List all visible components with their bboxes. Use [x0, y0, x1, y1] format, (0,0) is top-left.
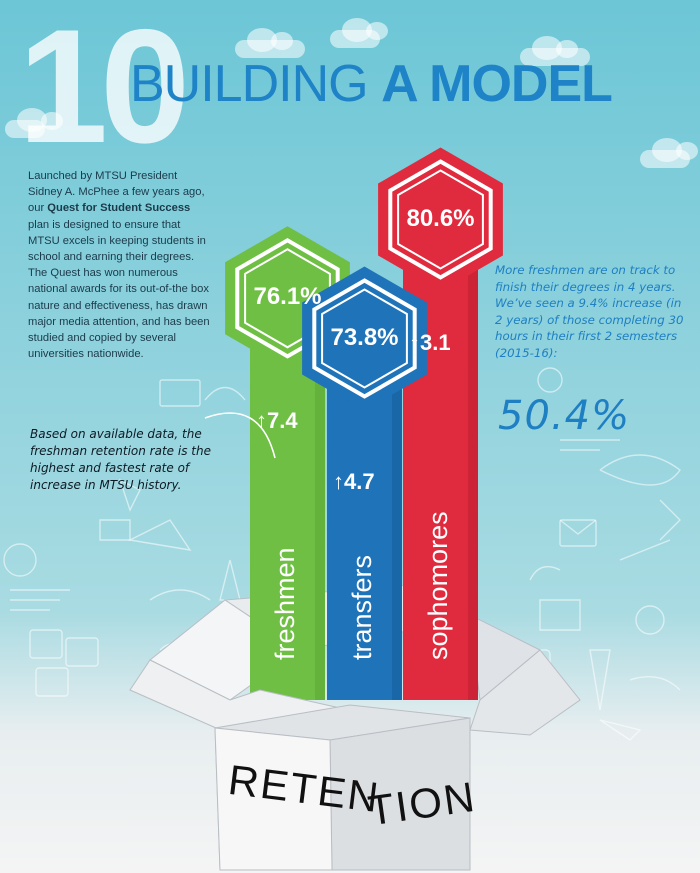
category-label-transfers: transfers	[347, 554, 377, 660]
intro-text: Launched by MTSU President Sidney A. McP…	[28, 170, 205, 215]
hexagon-ring-freshmen	[235, 237, 340, 359]
hexagon-ring-transfers	[312, 278, 417, 399]
value-label-sophomores: 80.6%	[406, 204, 475, 232]
value-label-transfers: 73.8%	[330, 323, 399, 351]
category-label-freshmen: freshmen	[270, 547, 300, 660]
freshmen-on-track-note: More freshmen are on track to finish the…	[495, 263, 684, 360]
section-number: 10	[18, 0, 190, 177]
box-front	[129, 649, 581, 871]
value-label-freshmen: 76.1%	[253, 283, 322, 311]
hexagon-inner-ring-transfers	[321, 288, 408, 389]
cloud-decoration	[520, 36, 590, 66]
intro-emphasis: Quest for Student Success	[47, 202, 191, 215]
title-light: BUILDING	[130, 55, 382, 113]
bar-shade-freshmen	[315, 298, 325, 700]
cloud-decoration	[235, 28, 305, 58]
intro-text: plan is designed to ensure that MTSU exc…	[28, 218, 210, 361]
cloud-decoration	[330, 18, 388, 48]
hexagon-transfers	[302, 266, 427, 411]
bar-shade-transfers	[392, 338, 402, 700]
cloud-decoration	[5, 108, 63, 138]
cloud-decoration	[640, 138, 698, 168]
hexagon-inner-ring-sophomores	[397, 169, 484, 270]
category-label-sophomores: sophomores	[423, 511, 453, 660]
hexagon-inner-ring-freshmen	[244, 248, 331, 349]
increase-label-sophomores: ↑3.1	[409, 329, 451, 355]
bar-shade-sophomores	[468, 219, 478, 700]
increase-label-transfers: ↑4.7	[333, 468, 375, 494]
freshman-retention-note: Based on available data, the freshman re…	[30, 427, 211, 492]
pointer-arc	[204, 412, 276, 459]
page-title: BUILDING A MODEL	[130, 55, 613, 113]
hexagon-sophomores	[378, 147, 503, 292]
increase-label-freshmen: ↑7.4	[256, 408, 298, 434]
intro-paragraph: Launched by MTSU President Sidney A. McP…	[28, 168, 210, 362]
completion-percentage: 50.4%	[498, 393, 631, 439]
title-bold: A MODEL	[381, 55, 613, 113]
hexagon-ring-sophomores	[388, 159, 493, 280]
